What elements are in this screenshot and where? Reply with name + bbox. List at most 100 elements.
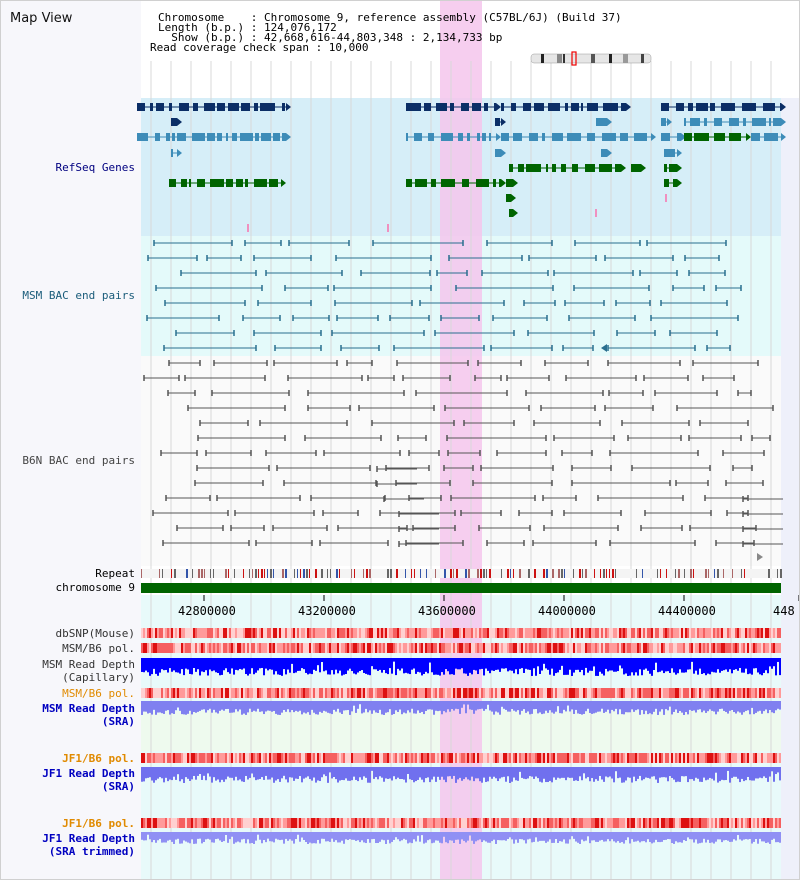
msm-pol-sra-heat [337,688,339,698]
msm-pol-label[interactable]: MSM/B6 pol. [62,642,135,655]
jf1-depth-trim-bar [659,832,661,843]
jf1-pol2-heat [367,818,369,828]
jf1-depth-trim-bar [673,832,675,844]
jf1-pol-label[interactable]: JF1/B6 pol. [62,752,135,765]
repeat-mark [636,569,637,578]
msm-pol-sra-heat [621,688,623,698]
repeat-mark [162,569,163,578]
msm-pol-sra-label[interactable]: MSM/B6 pol. [62,687,135,700]
msm-depth-sra-bar [187,701,189,714]
msm-depth-sra-bar [563,701,565,710]
gene-exon [436,103,447,111]
jf1-pol2-heat [373,818,375,828]
jf1-depth-bar [773,767,775,782]
dbsnp-heat [667,628,669,638]
jf1-pol2-heat [451,818,453,828]
jf1-pol2-heat [659,818,661,828]
gene-exon [150,103,153,111]
msm-depth-cap-bar [547,658,549,670]
jf1-pol2-heat [531,818,533,828]
msm-depth-cap-bar [635,658,637,673]
gene-exon [217,103,225,111]
msm-depth-sra-bar [381,701,383,715]
dbsnp-heat [399,628,401,638]
jf1-pol2-heat [521,818,523,828]
jf1-depth-bar [433,767,435,777]
msm-pol-sra-heat [281,688,283,698]
jf1-depth-bar [177,767,179,775]
jf1-pol2-label[interactable]: JF1/B6 pol. [62,817,135,830]
msm-depth-sra-label[interactable]: MSM Read Depth [42,702,135,715]
jf1-pol-heat [311,753,313,763]
msm-pol-sra-heat [547,688,549,698]
jf1-depth-label[interactable]: JF1 Read Depth [42,767,135,780]
msm-pol-sra-heat [237,688,239,698]
msm-pol-heat [735,643,737,653]
jf1-depth-trim-bar [589,832,591,844]
msm-depth-cap-bar [447,658,449,672]
msm-depth-cap-bar [331,658,333,671]
jf1-pol2-heat [779,818,781,828]
msm-pol-heat [749,643,751,653]
jf1-depth-trim-label[interactable]: JF1 Read Depth [42,832,135,845]
jf1-pol-heat [679,753,681,763]
jf1-depth-bar [399,767,401,780]
msm-depth-cap-label[interactable]: MSM Read Depth [42,658,135,671]
repeat-mark [768,569,770,578]
msm-depth-sra-bar [423,701,425,715]
b6n-bac-label[interactable]: B6N BAC end pairs [22,454,135,467]
msm-pol-sra-heat [333,688,335,698]
jf1-pol2-heat [643,818,645,828]
msm-pol-sra-heat [317,688,319,698]
jf1-pol2-heat [551,818,553,828]
msm-pol-sra-heat [347,688,349,698]
dbsnp-heat [651,628,653,638]
jf1-pol2-heat [281,818,283,828]
msm-depth-cap-bar [691,658,693,662]
gene-arrow [677,164,682,172]
msm-depth-cap-bar [505,658,507,669]
dbsnp-heat [353,628,355,638]
dbsnp-heat [675,628,677,638]
coverage-span-info: Read coverage check span : 10,000 [150,41,369,54]
dbsnp-heat [365,628,367,638]
jf1-depth-bar [737,767,739,779]
jf1-depth-trim-bar [449,832,451,841]
msm-depth-cap-bar [227,658,229,673]
jf1-depth-trim-bar [741,832,743,841]
jf1-pol2-heat [333,818,335,828]
jf1-pol-heat [601,753,603,763]
dbsnp-label[interactable]: dbSNP(Mouse) [55,627,135,640]
msm-pol-sra-heat [167,688,169,698]
dbsnp-heat [603,628,605,638]
msm-depth-sra-bar [773,701,775,714]
msm-depth-sra-bar [601,701,603,709]
dbsnp-heat [697,628,699,638]
jf1-pol2-heat [213,818,215,828]
gene-arrow [681,133,686,141]
msm-pol-sra-heat [269,688,271,698]
jf1-depth-bar [199,767,201,775]
gene-exon [179,103,189,111]
msm-depth-sra-bar [241,701,243,715]
msm-bac-label[interactable]: MSM BAC end pairs [22,289,135,302]
jf1-depth-trim-bar [703,832,705,839]
msm-pol-heat [769,643,771,653]
refseq-genes-label[interactable]: RefSeq Genes [55,161,135,174]
jf1-pol-heat [367,753,369,763]
jf1-depth-bar [179,767,181,782]
msm-pol-sra-heat [595,688,597,698]
msm-depth-sra-bar [289,701,291,713]
gene-exon [729,118,739,126]
jf1-depth-bar [521,767,523,778]
jf1-pol-heat [501,753,503,763]
msm-pol-sra-heat [773,688,775,698]
repeat-mark [603,569,605,578]
jf1-pol2-heat [515,818,517,828]
msm-depth-cap-bar [277,658,279,675]
msm-depth-cap-bar [765,658,767,671]
msm-depth-sra-bar [143,701,145,712]
msm-pol-sra-heat [343,688,345,698]
msm-depth-sra-bar [513,701,515,711]
